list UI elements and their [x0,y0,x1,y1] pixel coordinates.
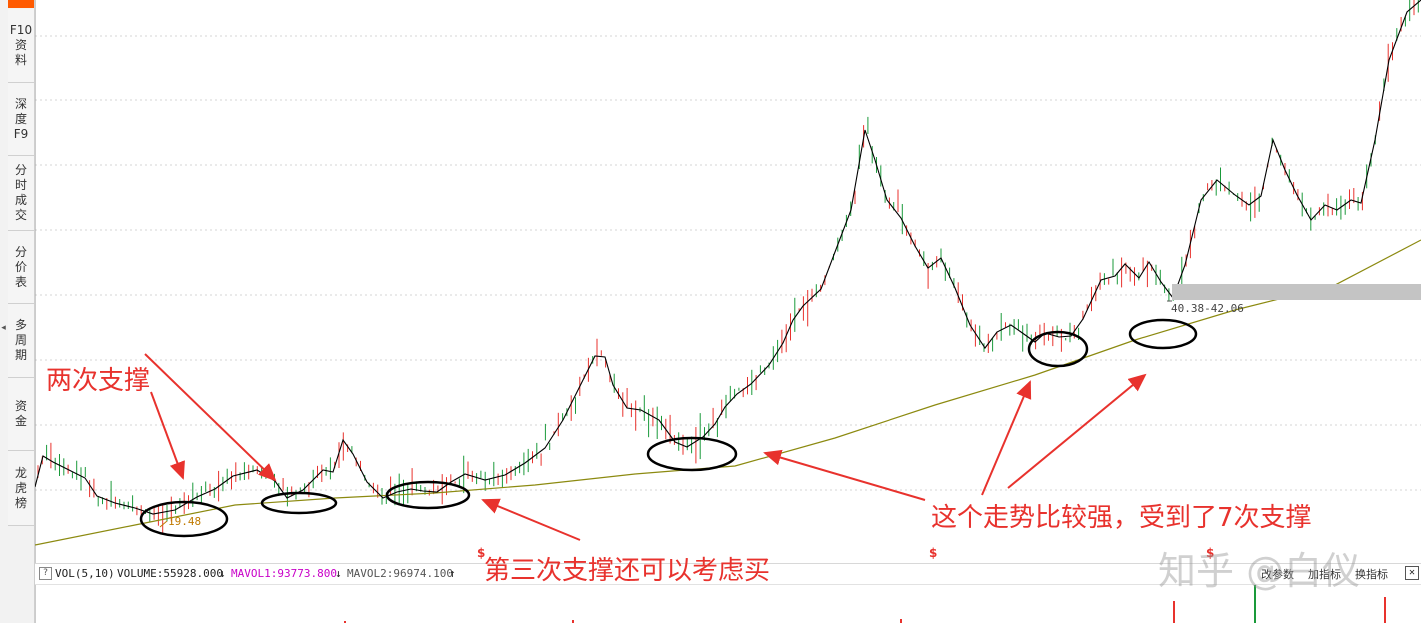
volume-indicator-bar: ? VOL(5,10) VOLUME:55928.000 ↓ MAVOL1:93… [35,563,1421,585]
modify-params-button[interactable]: 改参数 [1261,568,1294,581]
annotation-two-supports: 两次支撑 [46,366,151,396]
annotation-arrows [144,353,1147,541]
sidebar-item-f10[interactable]: F10 资料 [8,9,34,83]
left-sidebar: F10 资料 深度 F9 分时成交 分价表 多周期 资金 龙虎榜 ◂ [0,0,35,623]
up-arrow-icon: ↑ [449,567,456,580]
mavol1-value: MAVOL1:93773.800 [231,567,337,580]
help-icon[interactable]: ? [39,567,52,580]
event-marker[interactable]: $ [1206,546,1214,560]
change-indicator-button[interactable]: 换指标 [1355,568,1388,581]
sidebar-item-dragon-tiger[interactable]: 龙虎榜 [8,451,34,526]
event-marker[interactable]: $ [477,546,485,560]
close-icon[interactable]: ✕ [1405,566,1419,580]
sidebar-item-tick-trades[interactable]: 分时成交 [8,156,34,231]
candlestick-chart[interactable]: 40.38-42.06 19.48 $ $ $ [35,0,1421,623]
volume-value: VOLUME:55928.000 [117,567,223,580]
support-circle [1128,318,1198,350]
sidebar-collapse-handle[interactable]: ◂ [1,323,6,333]
support-circle [385,480,471,510]
support-circle [646,436,738,472]
sidebar-top-tab[interactable] [8,0,34,8]
sidebar-item-funds[interactable]: 资金 [8,378,34,451]
annotation-strong-trend: 这个走势比较强，受到了7次支撑 [931,503,1312,533]
support-circle [260,491,338,515]
event-marker[interactable]: $ [929,546,937,560]
sidebar-item-depth-f9[interactable]: 深度 F9 [8,83,34,156]
mavol2-value: MAVOL2:96974.100 [347,567,453,580]
annotation-third-support: 第三次支撑还可以考虑买 [484,556,771,586]
annotation-layer [139,318,1198,538]
volume-bars [344,583,1386,623]
support-circle [1027,330,1089,368]
candlesticks [37,0,1419,534]
down-arrow-icon: ↓ [219,567,226,580]
down-arrow-icon: ↓ [335,567,342,580]
sidebar-item-price-table[interactable]: 分价表 [8,231,34,304]
watermark: 知乎 @白仪 [1158,549,1361,593]
short-moving-average-line [35,0,1421,515]
add-indicator-button[interactable]: 加指标 [1308,568,1341,581]
price-range-marker: 40.38-42.06 [1167,284,1421,315]
support-circle [139,500,229,538]
long-moving-average-line [35,239,1421,546]
range-price-label: 40.38-42.06 [1171,302,1244,315]
low-price-label: 19.48 [168,515,201,528]
indicator-name: VOL(5,10) [55,567,115,580]
sidebar-item-multi-period[interactable]: 多周期 [8,304,34,378]
